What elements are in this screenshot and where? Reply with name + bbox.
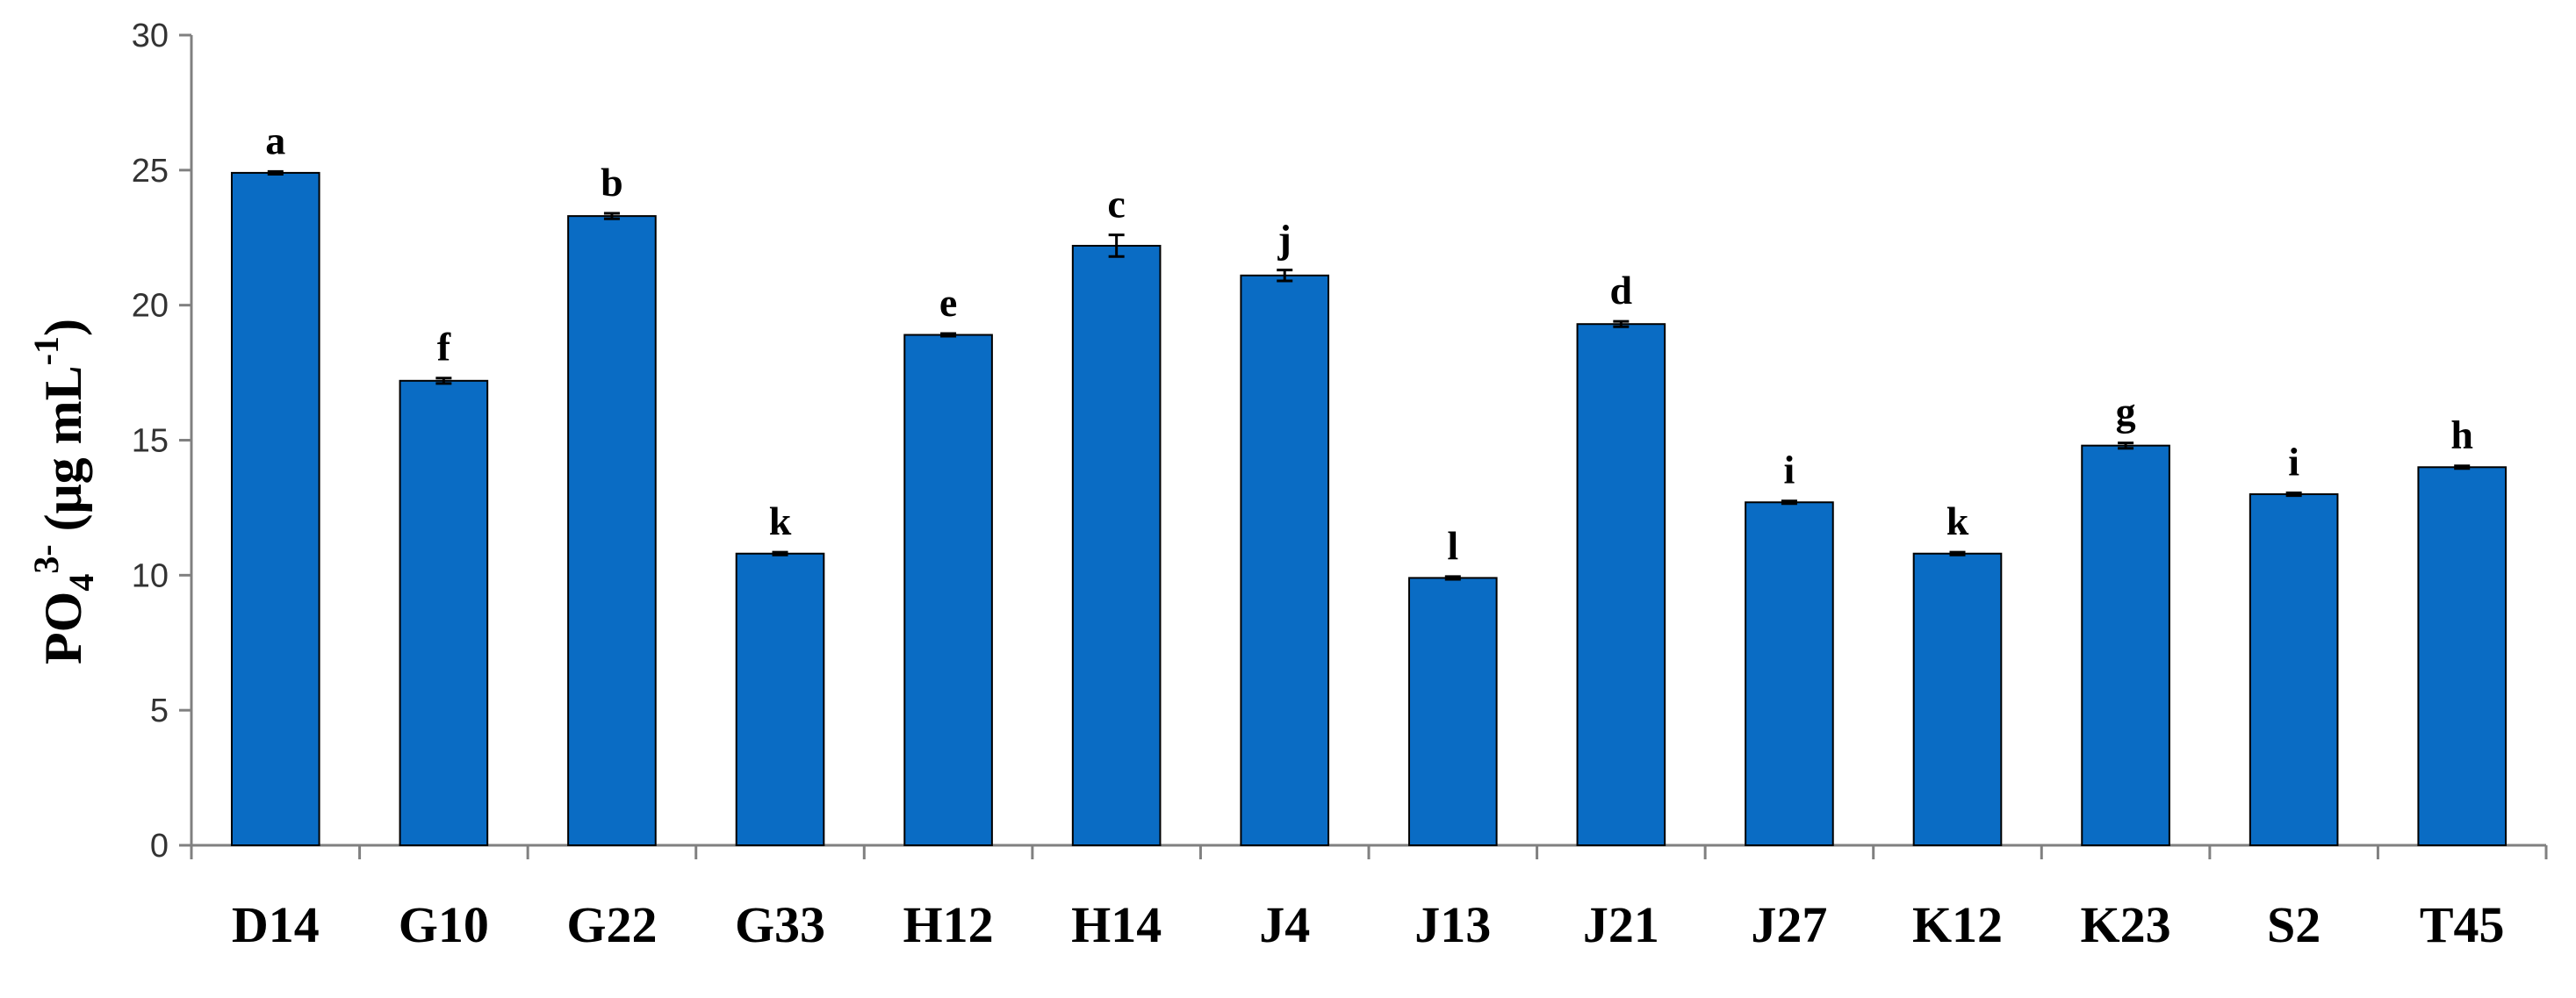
x-tick-label-G22: G22	[566, 896, 657, 953]
x-tick-label-D14: D14	[232, 896, 320, 953]
x-tick-label-S2: S2	[2267, 896, 2321, 953]
y-tick-label: 0	[150, 828, 169, 865]
significance-label-D14: a	[265, 118, 285, 162]
bar-H12	[903, 334, 993, 846]
y-tick-label: 5	[150, 693, 169, 729]
y-tick-label: 25	[132, 153, 169, 190]
bar-J13	[1407, 577, 1498, 846]
bar-S2	[2249, 493, 2339, 846]
bar-K12	[1912, 552, 2003, 846]
bar-J27	[1745, 501, 1834, 846]
x-tick-label-H14: H14	[1071, 896, 1162, 953]
significance-label-G10: f	[437, 325, 451, 370]
significance-label-J21: d	[1610, 268, 1633, 312]
x-tick-label-J4: J4	[1259, 896, 1310, 953]
y-tick-label: 30	[132, 18, 169, 54]
x-tick-label-J21: J21	[1583, 896, 1659, 953]
significance-label-T45: h	[2450, 413, 2473, 457]
significance-label-K12: k	[1946, 499, 1969, 543]
x-tick-label-J27: J27	[1751, 896, 1827, 953]
significance-label-G22: b	[601, 160, 623, 205]
y-axis-label-unit: (μg mL	[34, 365, 92, 544]
y-axis-label-unit-superscript: -1	[26, 336, 66, 365]
bar-K23	[2081, 444, 2170, 846]
bar-J21	[1576, 323, 1666, 847]
bar-T45	[2417, 466, 2508, 846]
x-tick-label-J13: J13	[1414, 896, 1491, 953]
x-tick-label-K12: K12	[1912, 896, 2003, 953]
y-tick-label: 10	[132, 557, 169, 594]
bar-J4	[1240, 274, 1330, 847]
bar-series: a f b k e c j l d i k g i h	[230, 118, 2508, 847]
x-tick-label-K23: K23	[2081, 896, 2171, 953]
x-tick-label-H12: H12	[903, 896, 994, 953]
x-axis-tick-labels: D14 G10 G22 G33 H12 H14 J4 J13 J21 J27 K12 K23 S2 T45	[232, 896, 2505, 953]
x-axis-ticks	[190, 845, 2548, 859]
y-tick-label: 15	[132, 423, 169, 460]
significance-label-K23: g	[2116, 390, 2136, 434]
y-axis-ticks: 0 5 10 15 20 25 30	[132, 18, 191, 865]
y-tick-label: 20	[132, 288, 169, 325]
x-tick-label-T45: T45	[2420, 896, 2505, 953]
y-axis-label: PO43- (μg mL-1)	[26, 319, 101, 664]
significance-label-H14: c	[1107, 182, 1125, 226]
bar-G10	[399, 379, 489, 846]
significance-label-S2: i	[2288, 439, 2299, 484]
significance-label-J4: j	[1277, 217, 1292, 262]
significance-label-H12: e	[939, 280, 957, 325]
x-tick-label-G33: G33	[735, 896, 825, 953]
significance-label-G33: k	[769, 499, 792, 543]
y-axis-label-superscript: 3-	[26, 544, 66, 573]
y-axis-label-main: PO	[34, 592, 92, 664]
significance-label-J27: i	[1784, 448, 1795, 492]
bar-G22	[567, 215, 657, 847]
x-tick-label-G10: G10	[399, 896, 489, 953]
bar-H14	[1071, 244, 1162, 847]
y-axis-label-unit-close: )	[34, 319, 92, 336]
bar-G33	[735, 552, 825, 846]
significance-label-J13: l	[1447, 523, 1458, 568]
bar-D14	[230, 171, 320, 847]
svg-text:PO43- (μg mL-1): PO43- (μg mL-1)	[26, 319, 101, 664]
y-axis-label-subscript: 4	[61, 574, 101, 592]
